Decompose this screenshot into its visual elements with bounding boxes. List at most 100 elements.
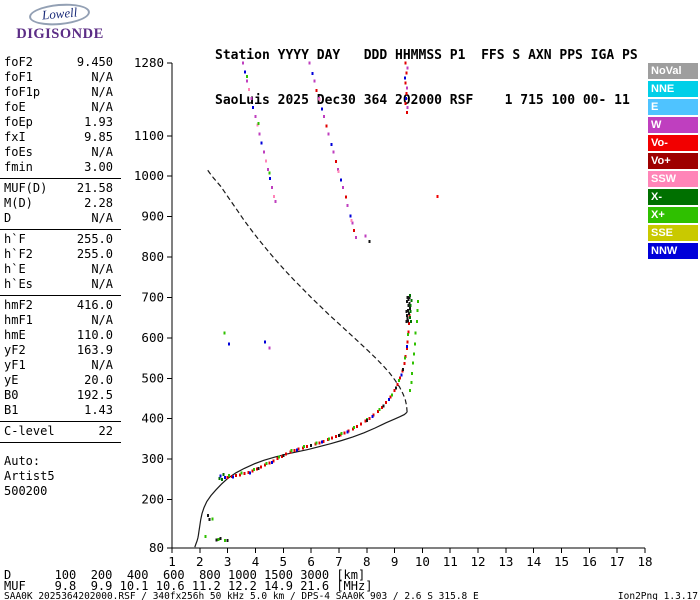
param-row-B0: B0 192.5 bbox=[0, 388, 121, 403]
echo-point bbox=[250, 97, 253, 101]
echo-point bbox=[267, 168, 269, 172]
echo-point bbox=[301, 446, 304, 450]
legend-item-NNW: NNW bbox=[648, 243, 698, 259]
footer-line: SAA0K_2025364202000.RSF / 340fx256h 50 k… bbox=[4, 591, 698, 600]
echo-series-cusp-cluster-green bbox=[408, 293, 413, 324]
tick-label: 7 bbox=[335, 554, 343, 569]
echo-point bbox=[404, 356, 407, 360]
echo-point bbox=[406, 316, 409, 320]
param-value: N/A bbox=[91, 70, 113, 84]
header-line-2: SaoLuis 2025 Dec30 364 202000 RSF 1 715 … bbox=[215, 93, 630, 108]
separator-line bbox=[0, 229, 121, 230]
param-value: 255.0 bbox=[76, 247, 113, 261]
echo-point bbox=[253, 468, 256, 472]
echo-series-second-hop-left-blue bbox=[243, 70, 271, 181]
echo-series-second-hop-cusp-blue bbox=[404, 76, 407, 101]
echo-point bbox=[408, 312, 411, 316]
param-value: 1.43 bbox=[84, 403, 113, 417]
param-value: 416.0 bbox=[76, 298, 113, 312]
tick-label: 17 bbox=[610, 554, 625, 569]
echo-point bbox=[207, 514, 210, 518]
echo-point bbox=[337, 169, 340, 173]
echo-point bbox=[257, 122, 260, 126]
param-value: N/A bbox=[91, 262, 113, 276]
echo-point bbox=[400, 373, 403, 377]
echo-point bbox=[274, 200, 277, 204]
param-row-h`Es: h`Es N/A bbox=[0, 277, 121, 292]
echo-point bbox=[313, 79, 316, 83]
logo-digisonde-text: DIGISONDE bbox=[16, 26, 104, 42]
echo-point bbox=[311, 72, 314, 75]
param-row-foF1p: foF1p N/A bbox=[0, 85, 121, 100]
echo-point bbox=[293, 449, 296, 453]
echo-point bbox=[208, 518, 211, 522]
tick-label: 9 bbox=[391, 554, 399, 569]
tick-label: 500 bbox=[141, 370, 164, 385]
echo-series-stray-dark bbox=[368, 240, 371, 244]
echo-point bbox=[265, 462, 268, 465]
echo-point bbox=[401, 369, 404, 373]
param-label: foF1 bbox=[4, 70, 33, 84]
separator-line bbox=[0, 178, 121, 179]
echo-point bbox=[407, 330, 410, 334]
echo-point bbox=[272, 459, 275, 463]
echo-point bbox=[217, 538, 220, 541]
tick-label: 900 bbox=[141, 209, 164, 224]
echo-point bbox=[241, 61, 244, 65]
echo-point bbox=[246, 79, 249, 83]
echo-point bbox=[405, 97, 407, 101]
param-label: h`E bbox=[4, 262, 26, 276]
profile-bottomside-solid-curve bbox=[194, 411, 408, 548]
tick-label: 80 bbox=[149, 540, 164, 555]
echo-point bbox=[371, 415, 374, 419]
echo-point bbox=[240, 471, 243, 475]
echo-point bbox=[322, 114, 325, 118]
echo-point bbox=[332, 150, 335, 154]
echo-point bbox=[325, 124, 328, 128]
tick-label: 200 bbox=[141, 492, 164, 507]
echo-point bbox=[399, 376, 402, 380]
echo-series-cusp-cluster-dark bbox=[405, 295, 411, 324]
echo-point bbox=[406, 314, 409, 318]
echo-point bbox=[223, 539, 226, 543]
echo-point bbox=[314, 442, 317, 446]
param-row-M(D): M(D) 2.28 bbox=[0, 196, 121, 211]
param-row-hmF2: hmF2 416.0 bbox=[0, 298, 121, 313]
echo-point bbox=[390, 393, 393, 397]
echo-point bbox=[407, 319, 410, 323]
echo-series-e-region-dark bbox=[207, 514, 229, 542]
echo-point bbox=[260, 465, 262, 469]
param-value: 1.93 bbox=[84, 115, 113, 129]
echo-point bbox=[355, 236, 358, 240]
echo-point bbox=[404, 81, 407, 85]
echo-point bbox=[408, 314, 411, 318]
echo-point bbox=[335, 160, 338, 164]
parameter-panel: foF2 9.450 foF1 N/A foF1p N/A foE N/A foEp 1.93 fx… bbox=[0, 55, 121, 499]
echo-point bbox=[368, 240, 371, 244]
param-label: h`Es bbox=[4, 277, 33, 291]
echo-point bbox=[337, 434, 340, 438]
echo-point bbox=[385, 401, 388, 404]
param-label: foF1p bbox=[4, 85, 41, 99]
echo-series-stray-green bbox=[223, 331, 226, 335]
color-legend: NoVal NNE E W Vo- Vo+ SSW X- X+ SSE NNW bbox=[648, 63, 698, 261]
echo-point bbox=[335, 434, 338, 438]
echo-point bbox=[395, 386, 397, 390]
legend-item-SSE: SSE bbox=[648, 225, 698, 241]
echo-point bbox=[351, 221, 354, 225]
echo-point bbox=[310, 444, 313, 448]
y-axis: 1280 1100 1000 900 800 700 600 500 400 300 200 80 bbox=[134, 55, 173, 555]
echo-point bbox=[252, 106, 255, 109]
separator-line bbox=[0, 295, 121, 296]
echo-point bbox=[219, 474, 222, 478]
echo-point bbox=[353, 426, 356, 430]
echo-series-second-hop-cusp-magenta bbox=[406, 66, 409, 109]
header-line-1: Station YYYY DAY DDD HHMMSS P1 FFS S AXN… bbox=[215, 48, 638, 63]
echo-point bbox=[417, 300, 420, 303]
param-label: h`F2 bbox=[4, 247, 33, 261]
echo-point bbox=[296, 448, 299, 452]
tick-label: 300 bbox=[141, 451, 164, 466]
echo-series-second-hop-right-magenta bbox=[308, 61, 358, 240]
tick-label: 10 bbox=[415, 554, 430, 569]
echo-point bbox=[282, 453, 285, 457]
